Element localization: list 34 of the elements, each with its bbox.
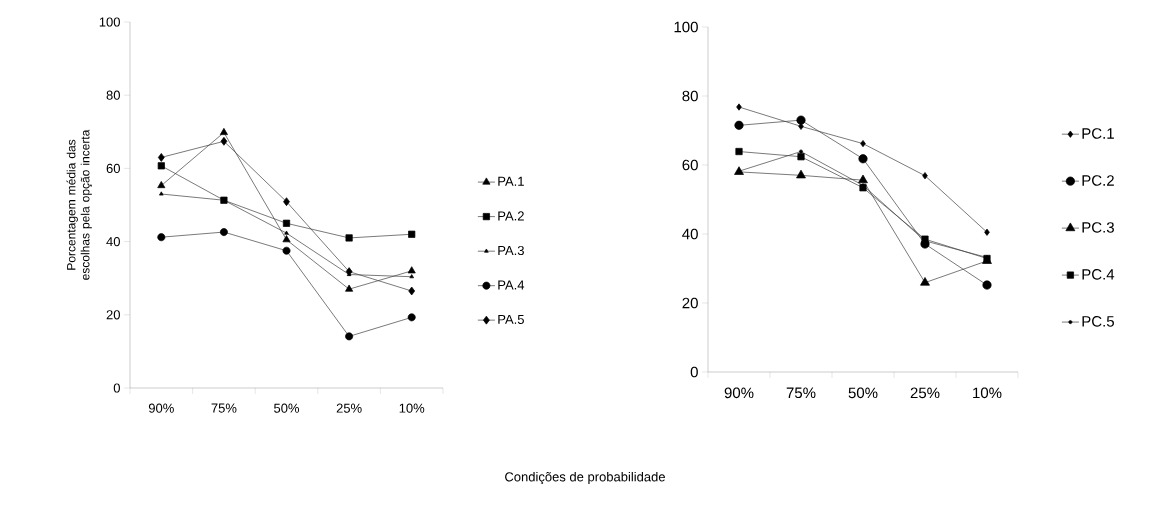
legend-label: PC.5 <box>1082 316 1114 327</box>
legend-label: PA.5 <box>498 314 524 324</box>
x-tick-label: 10% <box>399 403 425 413</box>
legend-label: PA.1 <box>498 176 524 186</box>
y-tick-label: 80 <box>682 90 698 102</box>
x-axis-title: Condições de probabilidade <box>505 471 665 485</box>
legend-label: PA.4 <box>498 280 525 290</box>
y-tick-label: 20 <box>106 310 120 320</box>
x-tick-label: 25% <box>910 387 940 399</box>
y-tick-label: 40 <box>682 228 698 240</box>
y-axis-title: Porcentagem média das escolhas pela opção incerta <box>66 129 92 280</box>
y-tick-label: 100 <box>674 21 698 33</box>
legend-label: PC.3 <box>1082 222 1114 233</box>
x-tick-label: 25% <box>336 403 362 413</box>
y-tick-label: 0 <box>113 383 120 393</box>
y-tick-label: 100 <box>99 17 120 27</box>
y-tick-label: 20 <box>682 297 698 309</box>
x-tick-label: 50% <box>274 403 300 413</box>
y-tick-label: 80 <box>106 90 120 100</box>
y-tick-label: 0 <box>690 366 698 378</box>
legend-label: PC.4 <box>1082 269 1115 280</box>
x-tick-label: 75% <box>786 387 816 399</box>
legend-label: PC.2 <box>1082 175 1114 186</box>
legend-label: PA.2 <box>498 211 524 221</box>
legend-label: PC.1 <box>1082 128 1114 139</box>
y-tick-label: 60 <box>106 163 120 173</box>
x-tick-label: 90% <box>148 403 174 413</box>
y-tick-label: 60 <box>682 159 698 171</box>
x-tick-label: 75% <box>211 403 237 413</box>
legend-label: PA.3 <box>498 245 524 256</box>
x-tick-label: 10% <box>973 387 1002 399</box>
y-tick-label: 40 <box>106 236 120 247</box>
x-tick-label: 50% <box>848 387 878 399</box>
x-tick-label: 90% <box>724 387 754 399</box>
